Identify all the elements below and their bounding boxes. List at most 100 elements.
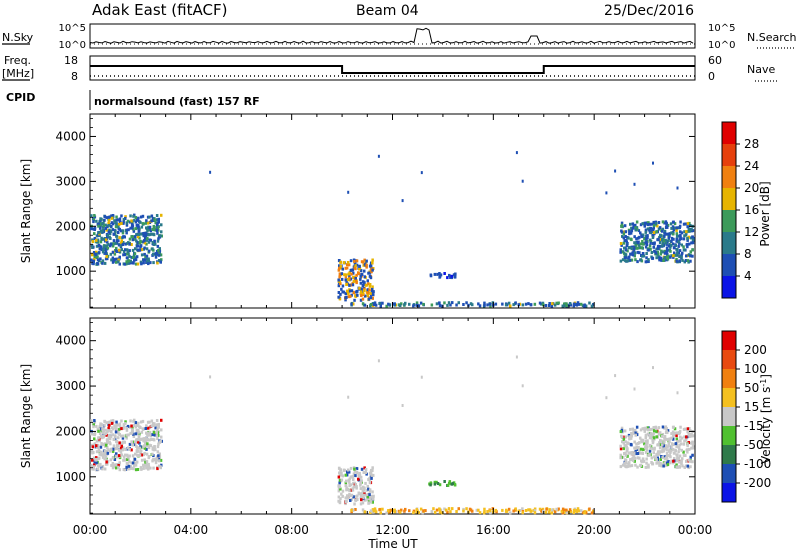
- power-point: [620, 260, 623, 263]
- power-point: [345, 267, 348, 270]
- power-point: [91, 246, 94, 249]
- time-tick-label-2: 08:00: [274, 523, 309, 537]
- power-point: [605, 191, 607, 194]
- power-point: [369, 292, 372, 295]
- noise-panel-frame: [90, 24, 695, 48]
- power-point: [421, 171, 423, 174]
- power-point: [683, 237, 686, 240]
- power-point: [446, 304, 449, 307]
- velocity-point: [340, 468, 343, 471]
- power-point: [121, 248, 124, 251]
- velocity-point: [113, 438, 116, 441]
- velocity-point: [126, 462, 129, 465]
- velocity-point: [370, 477, 373, 480]
- velocity-point: [114, 435, 117, 438]
- velocity-point: [91, 459, 94, 462]
- velocity-point: [679, 426, 682, 429]
- power-point: [90, 214, 93, 217]
- velocity-point: [432, 507, 435, 510]
- velocity-point: [641, 460, 644, 463]
- power-point: [115, 225, 118, 228]
- power-point: [678, 259, 681, 262]
- power-point: [129, 214, 132, 217]
- velocity-point: [125, 466, 128, 469]
- velocity-point: [483, 508, 486, 511]
- time-tick-label-4: 16:00: [476, 523, 511, 537]
- power-point: [135, 216, 138, 219]
- velocity-point: [92, 445, 95, 448]
- velocity-point: [522, 511, 525, 514]
- power-point: [355, 277, 358, 280]
- power-point: [343, 273, 346, 276]
- power-point: [465, 301, 468, 304]
- velocity-point: [665, 456, 668, 459]
- velocity-point: [665, 429, 668, 432]
- velocity-point: [421, 376, 423, 379]
- velocity-point: [522, 384, 524, 387]
- velocity-point: [158, 459, 161, 462]
- velocity-point: [680, 461, 683, 464]
- velocity-point: [644, 446, 647, 449]
- velocity-point: [628, 437, 631, 440]
- velocity-point: [420, 508, 423, 511]
- power-point: [412, 304, 415, 307]
- power-point: [436, 302, 439, 305]
- velocity-point: [627, 465, 630, 468]
- power-point: [645, 252, 648, 255]
- power-point: [624, 235, 627, 238]
- time-tick-label-1: 04:00: [174, 523, 209, 537]
- velocity-point: [645, 466, 648, 469]
- velocity-point: [119, 433, 122, 436]
- power-point: [675, 260, 678, 263]
- power-point: [132, 262, 135, 265]
- power-point: [97, 258, 100, 261]
- velocity-point: [147, 468, 150, 471]
- power-point: [110, 230, 113, 233]
- power-point: [672, 254, 675, 257]
- power-point: [633, 247, 636, 250]
- power-point: [627, 237, 630, 240]
- power-point: [505, 303, 508, 306]
- velocity-point: [690, 433, 693, 436]
- power-point: [141, 253, 144, 256]
- velocity-point: [648, 434, 651, 437]
- power-point: [662, 220, 665, 223]
- power-point: [104, 245, 107, 248]
- velocity-point: [583, 512, 586, 515]
- power-point: [530, 303, 533, 306]
- velocity-point: [676, 453, 679, 456]
- velocity-point: [652, 366, 654, 369]
- power-point: [128, 243, 131, 246]
- power-point: [337, 279, 340, 282]
- power-point: [653, 231, 656, 234]
- power-point: [351, 289, 354, 292]
- velocity-point: [668, 450, 671, 453]
- velocity-point: [656, 435, 659, 438]
- power-point: [360, 294, 363, 297]
- velocity-point: [368, 501, 371, 504]
- velocity-point: [364, 482, 367, 485]
- velocity-point: [381, 508, 384, 511]
- power-point: [105, 250, 108, 253]
- velocity-point: [121, 454, 124, 457]
- velocity-point: [347, 396, 349, 399]
- power-point: [155, 256, 158, 259]
- velocity-point: [104, 468, 107, 471]
- velocity-point: [412, 511, 415, 514]
- velocity-point: [580, 509, 583, 512]
- power-point: [338, 275, 341, 278]
- power-point: [93, 214, 96, 217]
- power-point: [99, 248, 102, 251]
- velocity-point: [449, 510, 452, 513]
- velocity-point: [90, 419, 93, 422]
- velocity-point: [134, 458, 137, 461]
- power-point: [647, 223, 650, 226]
- power-point: [370, 276, 373, 279]
- velocity-point: [508, 508, 511, 511]
- power-point: [101, 262, 104, 265]
- velocity-point: [623, 452, 626, 455]
- velocity-point: [633, 441, 636, 444]
- velocity-point: [150, 425, 153, 428]
- velocity-point: [108, 436, 111, 439]
- velocity-point: [152, 458, 155, 461]
